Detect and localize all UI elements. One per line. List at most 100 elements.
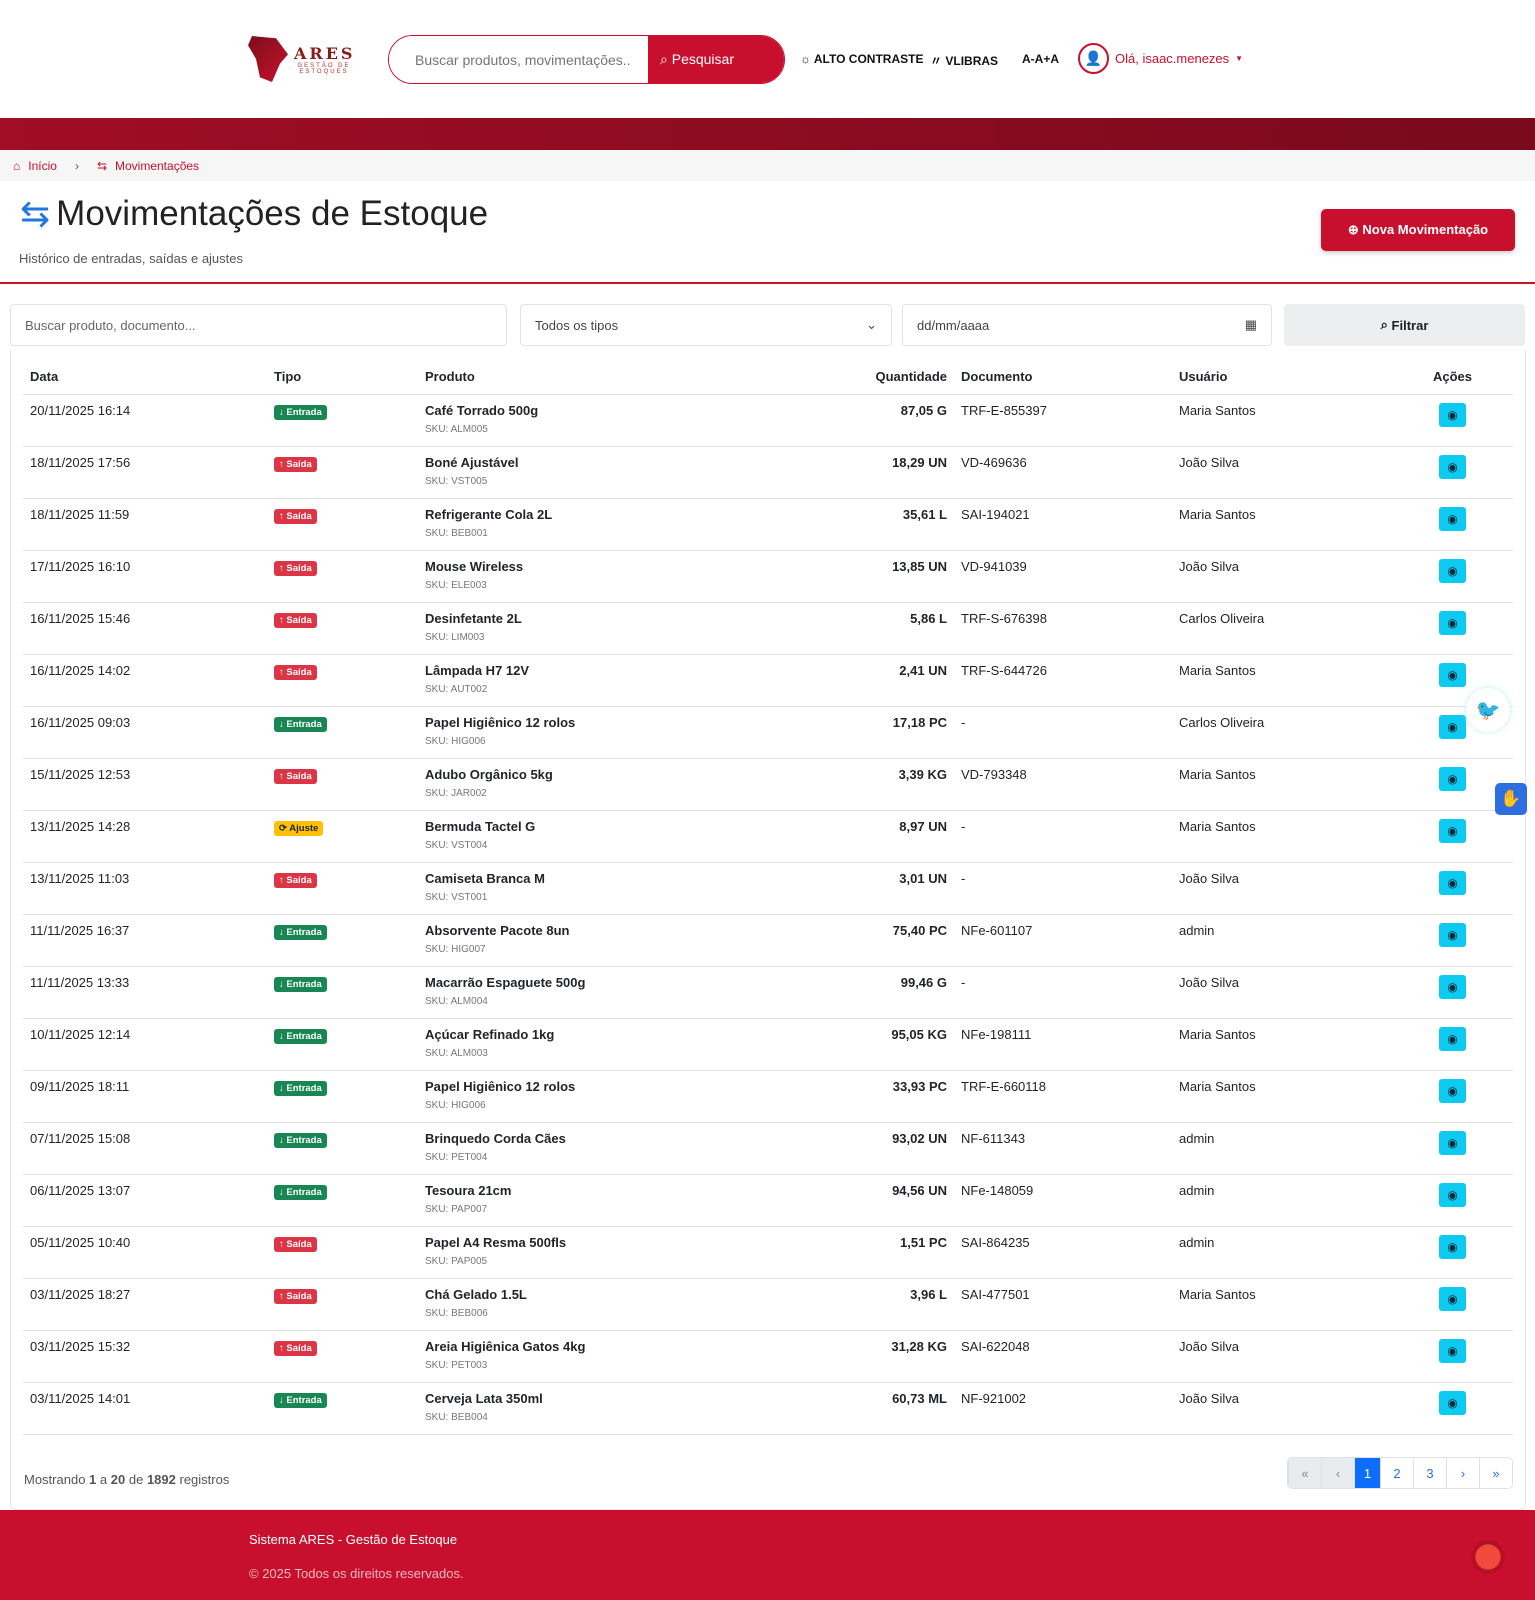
type-arrow-icon: ↓	[279, 406, 284, 418]
vlibras-button[interactable]: 〃 VLIBRAS	[930, 52, 998, 69]
page-1-button[interactable]: 1	[1354, 1458, 1380, 1488]
view-eye-icon[interactable]: ◉	[1439, 1026, 1466, 1051]
cell-document: TRF-E-660118	[954, 1070, 1172, 1123]
product-name: Cerveja Lata 350ml	[425, 1390, 543, 1406]
last-page-button[interactable]: »	[1479, 1458, 1512, 1488]
global-search-input[interactable]	[389, 36, 648, 83]
cell-type: ↓ Entrada	[267, 1382, 418, 1435]
type-arrow-icon: ↑	[279, 458, 284, 470]
table-row: 18/11/2025 11:59 ↑ Saída Refrigerante Co…	[23, 498, 1513, 551]
view-eye-icon[interactable]: ◉	[1439, 1234, 1466, 1259]
cell-document: SAI-194021	[954, 498, 1172, 551]
view-eye-icon[interactable]: ◉	[1439, 870, 1466, 895]
cell-user: Maria Santos	[1172, 810, 1392, 863]
cell-product: Papel Higiênico 12 rolos SKU: HIG006	[418, 706, 728, 759]
product-sku: SKU: ELE003	[425, 579, 487, 591]
cell-document: VD-941039	[954, 550, 1172, 603]
hand-icon: 〃	[930, 54, 943, 68]
type-label: Saída	[286, 1290, 312, 1302]
product-name: Bermuda Tactel G	[425, 818, 536, 834]
type-badge: ↓ Entrada	[274, 1080, 327, 1096]
footer-copyright: © 2025 Todos os direitos reservados.	[249, 1566, 464, 1581]
view-eye-icon[interactable]: ◉	[1439, 506, 1466, 531]
plus-circle-icon: ⊕	[1347, 222, 1359, 237]
sign-language-icon[interactable]: ✋	[1495, 783, 1527, 815]
search-button[interactable]: ⌕ Pesquisar	[648, 36, 784, 83]
view-eye-icon[interactable]: ◉	[1439, 974, 1466, 999]
type-badge: ⟳ Ajuste	[274, 820, 324, 836]
type-label: Saída	[286, 458, 312, 470]
view-eye-icon[interactable]: ◉	[1439, 1390, 1466, 1415]
cell-type: ↑ Saída	[267, 862, 418, 915]
high-contrast-button[interactable]: ☼ ALTO CONTRASTE	[800, 52, 923, 66]
page-2-button[interactable]: 2	[1380, 1458, 1413, 1488]
table-row: 06/11/2025 13:07 ↓ Entrada Tesoura 21cm S…	[23, 1174, 1513, 1227]
view-eye-icon[interactable]: ◉	[1439, 922, 1466, 947]
cell-document: VD-469636	[954, 446, 1172, 499]
view-eye-icon[interactable]: ◉	[1439, 454, 1466, 479]
first-page-button[interactable]: «	[1288, 1458, 1321, 1488]
filter-button[interactable]: ⌕ Filtrar	[1284, 304, 1525, 346]
cell-quantity: 60,73 ML	[728, 1382, 954, 1435]
bird-accessibility-icon[interactable]: 🐦	[1466, 688, 1510, 732]
date-input[interactable]: dd/mm/aaaa ▦	[902, 304, 1272, 346]
cell-product: Adubo Orgânico 5kg SKU: JAR002	[418, 758, 728, 811]
product-name: Mouse Wireless	[425, 558, 524, 574]
type-arrow-icon: ↓	[279, 1082, 284, 1094]
search-button-label: Pesquisar	[671, 51, 734, 67]
product-sku: SKU: JAR002	[425, 787, 487, 799]
cell-user: Maria Santos	[1172, 394, 1392, 447]
product-name: Lâmpada H7 12V	[425, 662, 530, 678]
type-arrow-icon: ↑	[279, 770, 284, 782]
type-label: Saída	[286, 614, 312, 626]
type-label: Saída	[286, 510, 312, 522]
breadcrumb-home[interactable]: Início	[28, 158, 57, 173]
view-eye-icon[interactable]: ◉	[1439, 1130, 1466, 1155]
font-size-controls[interactable]: A-A+A	[1022, 52, 1060, 66]
cell-user: João Silva	[1172, 446, 1392, 499]
filter-search-input[interactable]: Buscar produto, documento...	[10, 304, 507, 346]
sun-icon: ☼	[800, 52, 811, 66]
cell-type: ↑ Saída	[267, 654, 418, 707]
search-icon: ⌕	[1380, 317, 1388, 332]
view-eye-icon[interactable]: ◉	[1439, 662, 1466, 687]
cell-actions: ◉	[1392, 966, 1513, 1019]
prev-page-button[interactable]: ‹	[1321, 1458, 1354, 1488]
view-eye-icon[interactable]: ◉	[1439, 1182, 1466, 1207]
type-label: Saída	[286, 874, 312, 886]
view-eye-icon[interactable]: ◉	[1439, 558, 1466, 583]
search-icon: ⌕	[660, 51, 668, 67]
view-eye-icon[interactable]: ◉	[1439, 766, 1466, 791]
view-eye-icon[interactable]: ◉	[1439, 714, 1466, 739]
cell-type: ↑ Saída	[267, 446, 418, 499]
col-tipo: Tipo	[267, 360, 418, 395]
footer: Sistema ARES - Gestão de Estoque © 2025 …	[0, 1510, 1535, 1600]
page-3-button[interactable]: 3	[1413, 1458, 1446, 1488]
type-select[interactable]: Todos os tipos ⌄	[520, 304, 892, 346]
new-movement-button[interactable]: ⊕ Nova Movimentação	[1321, 209, 1515, 251]
cell-product: Desinfetante 2L SKU: LIM003	[418, 602, 728, 655]
view-eye-icon[interactable]: ◉	[1439, 1338, 1466, 1363]
cell-document: -	[954, 810, 1172, 863]
new-movement-label: Nova Movimentação	[1362, 222, 1489, 237]
cell-product: Mouse Wireless SKU: ELE003	[418, 550, 728, 603]
logo[interactable]: ARES GESTÃO DE ESTOQUES	[248, 36, 355, 82]
view-eye-icon[interactable]: ◉	[1439, 402, 1466, 427]
table-row: 16/11/2025 14:02 ↑ Saída Lâmpada H7 12V S…	[23, 654, 1513, 707]
view-eye-icon[interactable]: ◉	[1439, 1078, 1466, 1103]
type-label: Entrada	[286, 978, 322, 990]
view-eye-icon[interactable]: ◉	[1439, 610, 1466, 635]
product-sku: SKU: PET003	[425, 1359, 488, 1371]
type-label: Saída	[286, 1342, 312, 1354]
cell-quantity: 3,96 L	[728, 1278, 954, 1331]
type-badge: ↑ Saída	[274, 1236, 317, 1252]
next-page-button[interactable]: ›	[1446, 1458, 1479, 1488]
view-eye-icon[interactable]: ◉	[1439, 1286, 1466, 1311]
movements-table: Data Tipo Produto Quantidade Documento U…	[23, 360, 1513, 1435]
cell-user: Maria Santos	[1172, 1278, 1392, 1331]
breadcrumb: ⌂ Início › ⇆ Movimentações	[0, 150, 1535, 181]
type-badge: ↑ Saída	[274, 560, 317, 576]
user-menu[interactable]: 👤 Olá, isaac.menezes ▼	[1078, 43, 1243, 74]
record-button-icon[interactable]	[1471, 1540, 1505, 1574]
view-eye-icon[interactable]: ◉	[1439, 818, 1466, 843]
